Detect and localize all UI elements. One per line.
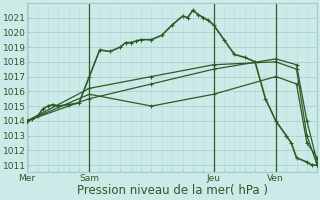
X-axis label: Pression niveau de la mer( hPa ): Pression niveau de la mer( hPa ) (77, 184, 268, 197)
